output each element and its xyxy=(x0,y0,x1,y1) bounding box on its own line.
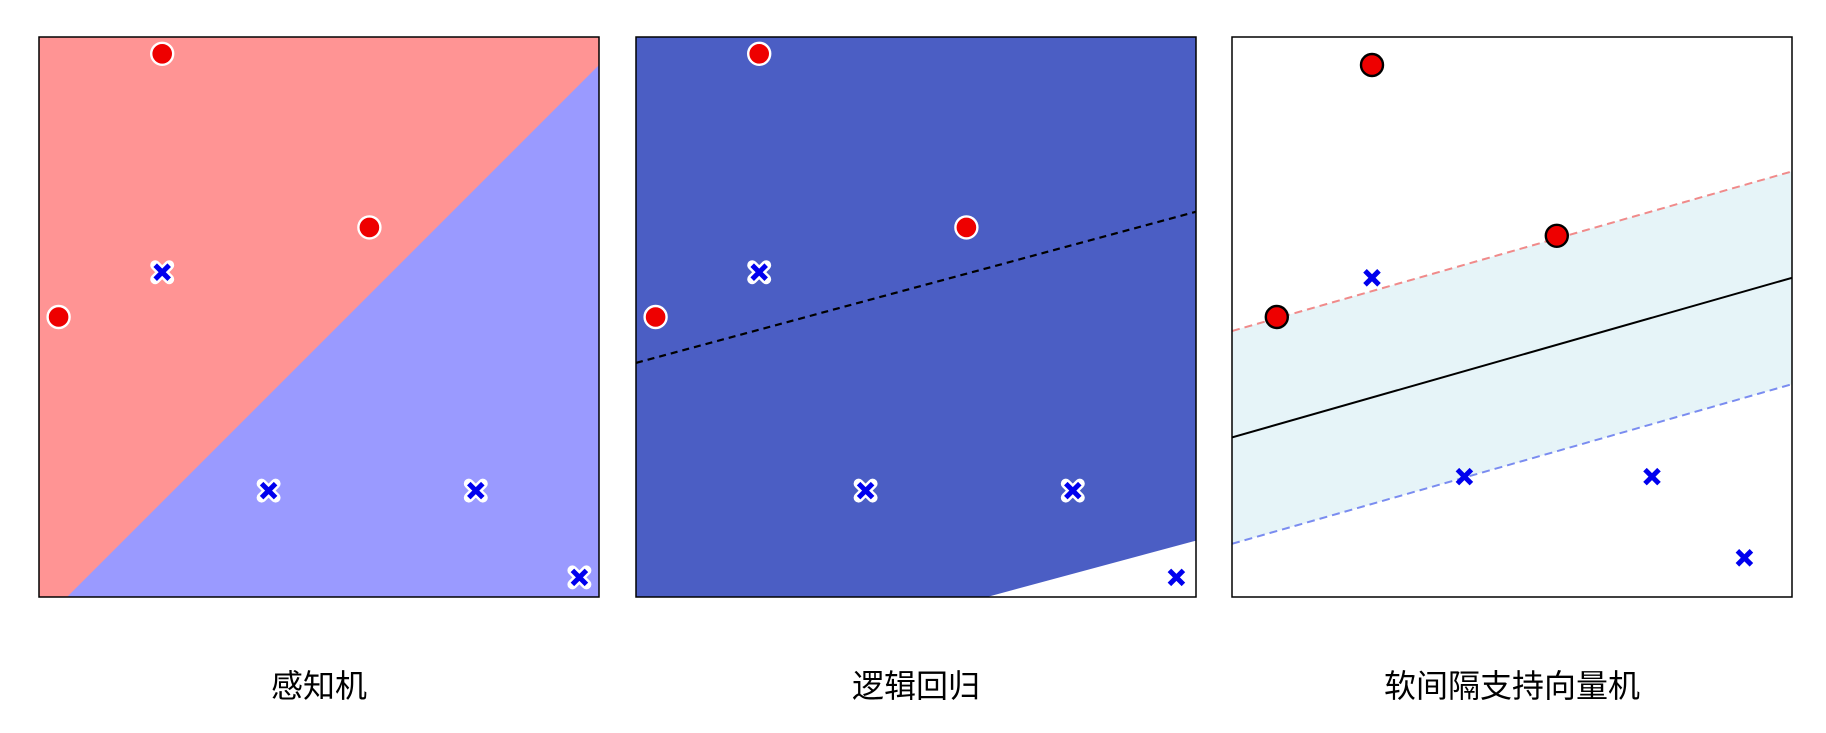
negative-point xyxy=(1060,478,1085,503)
negative-point xyxy=(1164,565,1189,590)
negative-point-cross xyxy=(1167,568,1186,587)
lower-margin-line xyxy=(1232,383,1792,545)
upper-margin-line xyxy=(1232,170,1792,332)
negative-point-cross xyxy=(750,263,768,281)
positive-point xyxy=(46,304,71,330)
negative-point xyxy=(1735,549,1754,567)
soft-margin-svm-caption: 软间隔支持向量机 xyxy=(1383,667,1640,705)
perceptron-caption: 感知机 xyxy=(270,667,367,705)
negative-point xyxy=(463,478,488,503)
positive-point xyxy=(149,41,175,66)
negative-point-cross xyxy=(1363,269,1381,287)
negative-point xyxy=(567,565,592,590)
negative-point xyxy=(747,260,772,285)
positive-region xyxy=(39,37,599,597)
probability-contour-band xyxy=(636,37,1196,597)
negative-point-cross xyxy=(1455,467,1474,486)
negative-point-cross xyxy=(153,263,171,281)
decision-boundary-line xyxy=(1232,276,1792,439)
plot-area xyxy=(39,37,599,597)
panel-frame xyxy=(635,36,1197,598)
negative-point xyxy=(1363,269,1381,287)
negative-point-cross xyxy=(856,481,875,500)
positive-point xyxy=(954,215,979,240)
negative-point xyxy=(150,260,175,285)
negative-point-cross xyxy=(259,481,278,500)
decision-boundary-line xyxy=(636,210,1196,364)
plot-area xyxy=(1232,37,1792,597)
logistic-regression-caption: 逻辑回归 xyxy=(851,667,980,705)
negative-point xyxy=(853,478,878,503)
logistic-regression-panel xyxy=(635,36,1197,598)
positive-point xyxy=(643,304,668,330)
negative-point xyxy=(1643,467,1661,486)
negative-point-cross xyxy=(570,568,589,587)
negative-point xyxy=(256,478,281,503)
negative-point xyxy=(1455,467,1474,486)
perceptron-panel xyxy=(38,36,600,598)
panel-frame xyxy=(38,36,600,598)
negative-point-cross xyxy=(1064,481,1082,500)
positive-point xyxy=(1359,52,1385,78)
positive-point xyxy=(1544,223,1570,249)
positive-point xyxy=(357,215,382,240)
negative-point-cross xyxy=(1735,549,1754,567)
negative-point-cross xyxy=(467,481,485,500)
positive-point xyxy=(1264,304,1290,330)
plot-area xyxy=(636,37,1196,597)
panel-frame xyxy=(1231,36,1793,598)
positive-point xyxy=(747,41,772,66)
soft-margin-svm-panel xyxy=(1231,36,1793,598)
negative-point-cross xyxy=(1643,467,1661,486)
